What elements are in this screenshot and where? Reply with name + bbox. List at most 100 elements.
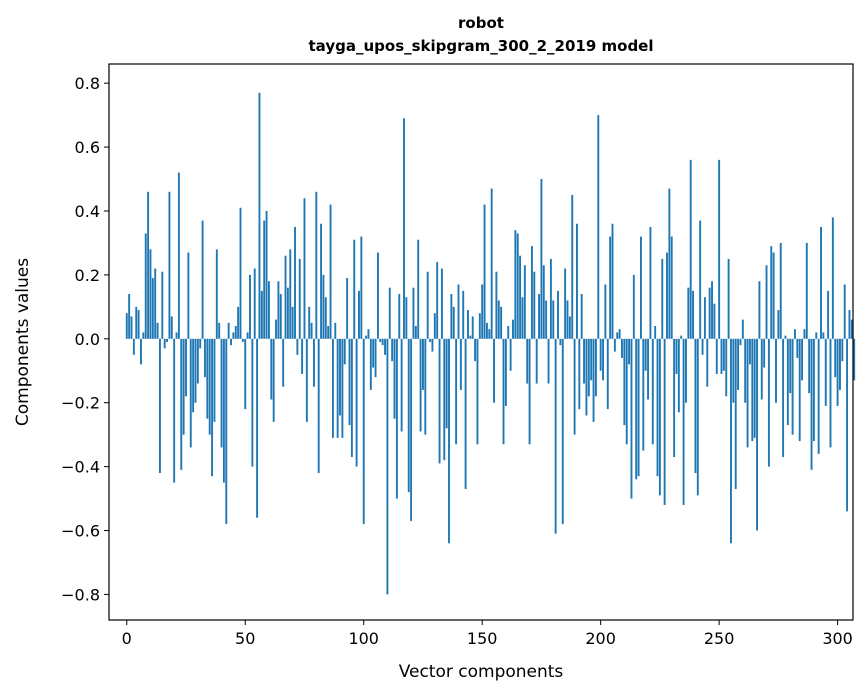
bar (488, 329, 491, 339)
bar (301, 338, 304, 374)
bar (609, 236, 612, 339)
bar (317, 338, 320, 474)
bar (794, 329, 796, 339)
x-axis-ticks: 0 50 100 150 200 250 300 (122, 620, 853, 648)
bar (291, 306, 294, 339)
bar (748, 338, 751, 365)
bar (289, 249, 292, 339)
bar (478, 313, 481, 339)
bar (663, 338, 666, 505)
bar (260, 290, 263, 339)
bar (730, 338, 732, 544)
bar (246, 332, 249, 339)
bar (189, 338, 192, 448)
bar (144, 233, 147, 339)
bar (256, 338, 259, 518)
plot-frame (108, 63, 854, 621)
bar (549, 258, 552, 339)
bar (130, 316, 133, 339)
bar (523, 265, 526, 339)
bar (687, 287, 690, 339)
bar (239, 207, 242, 339)
bar (258, 92, 261, 339)
bar (820, 226, 822, 339)
bar (744, 338, 747, 403)
bar (414, 326, 417, 339)
bar (841, 338, 844, 362)
bar (234, 326, 237, 339)
bar (360, 236, 363, 339)
bar (163, 338, 166, 349)
bar (770, 246, 773, 339)
bar (495, 271, 498, 339)
bar (765, 265, 768, 339)
bar (637, 338, 640, 477)
bar (741, 319, 744, 339)
bar (604, 284, 607, 339)
bar (696, 338, 699, 496)
bar (296, 338, 299, 355)
bar (474, 338, 477, 362)
bar (580, 294, 583, 339)
bar (282, 338, 285, 387)
bar (602, 338, 604, 381)
bar (746, 338, 749, 448)
bar (320, 223, 323, 339)
bar (208, 338, 211, 435)
bar (805, 242, 808, 339)
bar (410, 338, 413, 521)
bar (829, 338, 832, 448)
bar (161, 271, 164, 339)
bar (547, 338, 550, 384)
bar (481, 284, 484, 339)
bar (694, 338, 697, 474)
bar (625, 338, 628, 445)
bar (391, 338, 394, 362)
bar (305, 338, 308, 422)
bar (464, 338, 467, 489)
bar (196, 338, 199, 384)
bar (339, 338, 341, 416)
bar (649, 226, 652, 339)
bar (632, 274, 635, 339)
bar (467, 310, 469, 339)
bar (727, 258, 730, 339)
bar (376, 252, 379, 339)
bar (739, 338, 742, 346)
bar (381, 338, 384, 346)
bar (497, 300, 500, 339)
bar (225, 338, 228, 525)
bar (294, 226, 296, 339)
bar (564, 268, 567, 339)
bar (393, 338, 396, 419)
bar (514, 230, 517, 339)
bar (670, 236, 673, 339)
bar (374, 338, 377, 378)
bar (703, 297, 706, 339)
bar (201, 220, 204, 339)
y-tick-label: 0.0 (75, 330, 100, 349)
bar (651, 338, 654, 445)
bar (462, 290, 465, 339)
bar (149, 249, 152, 339)
bar (692, 290, 695, 339)
bar (824, 338, 827, 406)
bar (241, 338, 244, 342)
x-axis-label: Vector components (399, 662, 564, 682)
bar (718, 159, 721, 339)
bar (438, 338, 441, 464)
bar (313, 338, 315, 387)
bar (647, 338, 649, 400)
bar (666, 252, 668, 339)
bar (673, 338, 676, 458)
bar (798, 338, 801, 442)
bar (166, 338, 168, 342)
bar (621, 338, 623, 358)
bar (677, 338, 680, 413)
bar (137, 310, 140, 339)
bar (583, 338, 586, 384)
bar (587, 338, 590, 397)
bar (630, 338, 633, 499)
bar (763, 338, 766, 368)
